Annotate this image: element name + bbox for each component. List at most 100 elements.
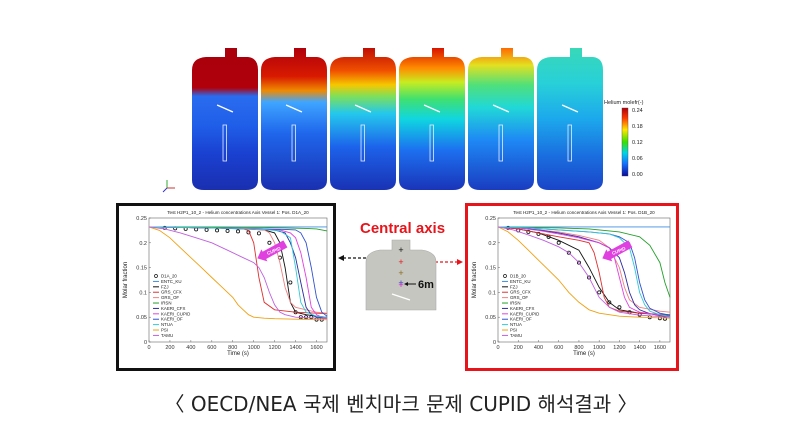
colorbar-gradient bbox=[621, 107, 629, 177]
vessel-contour-3 bbox=[330, 48, 396, 190]
chart-d1b-20-svg: Test H2P1_10_2 - Helium concentrations A… bbox=[472, 210, 671, 357]
legend-label: IRSN bbox=[161, 301, 172, 306]
legend-item: D1A_20 bbox=[154, 274, 177, 279]
legend-item: PSI bbox=[153, 328, 168, 333]
central-axis-diagram: + + + + + 6m bbox=[338, 239, 463, 311]
colorbar: Helium molefr(-) 0.24 0.18 0.12 0.06 0.00 bbox=[604, 100, 644, 178]
y-tick-label: 0.05 bbox=[485, 315, 496, 321]
legend-item: KAERI_CUPID bbox=[502, 311, 539, 316]
arrow-left-black bbox=[338, 255, 366, 261]
x-tick-label: 1400 bbox=[289, 345, 301, 351]
y-tick-label: 0.15 bbox=[136, 266, 147, 272]
cupid-annotation: CUPID bbox=[257, 240, 288, 262]
data-point bbox=[215, 228, 220, 233]
legend-label: GRS_CFX bbox=[510, 290, 531, 295]
legend-item: KAERI_OF bbox=[502, 317, 532, 322]
legend-item: KAERI_CFX bbox=[153, 306, 185, 311]
legend-item: KAERI_OF bbox=[153, 317, 183, 322]
cupid-annotation-label: CUPID bbox=[611, 246, 627, 256]
x-tick-label: 1000 bbox=[248, 345, 260, 351]
series-line-kaeri-cfx bbox=[497, 226, 671, 318]
x-axis-label: Time (s) bbox=[227, 351, 249, 357]
legend: D1A_20ENTC_KUFZJGRS_CFXGRS_OFIRSNKAERI_C… bbox=[153, 274, 190, 338]
legend-item: GRS_OF bbox=[502, 295, 528, 300]
legend-label: PSI bbox=[161, 328, 168, 333]
y-tick-label: 0.1 bbox=[139, 290, 147, 296]
legend-item: KAERI_CUPID bbox=[153, 311, 190, 316]
legend-label: D1B_20 bbox=[510, 274, 526, 279]
legend-label: NTUA bbox=[510, 322, 522, 327]
axis-triad-icon bbox=[162, 180, 175, 193]
x-tick-label: 400 bbox=[186, 345, 195, 351]
legend-label: TAMU bbox=[161, 333, 173, 338]
legend-label: FZJ bbox=[510, 284, 518, 289]
legend-label: TAMU bbox=[510, 333, 522, 338]
legend-label: D1A_20 bbox=[161, 274, 177, 279]
svg-text:+: + bbox=[398, 257, 403, 267]
vessel-contour-5 bbox=[468, 48, 534, 190]
data-point bbox=[617, 305, 622, 310]
x-tick-label: 600 bbox=[554, 345, 563, 351]
legend-item: FZJ bbox=[153, 284, 169, 289]
series-line-psi bbox=[497, 226, 671, 319]
colorbar-tick-label: 0.18 bbox=[632, 124, 643, 130]
legend-item: GRS_CFX bbox=[502, 290, 531, 295]
contour-plots: Helium molefr(-) 0.24 0.18 0.12 0.06 0.00 bbox=[162, 48, 644, 193]
legend-label: KAERI_OF bbox=[161, 317, 183, 322]
legend-item: NTUA bbox=[153, 322, 173, 327]
legend-item: IRSN bbox=[153, 301, 172, 306]
vessel-contour-4 bbox=[399, 48, 465, 190]
legend-item: TAMU bbox=[502, 333, 522, 338]
x-axis-label: Time (s) bbox=[573, 351, 595, 357]
legend-item: IRSN bbox=[502, 301, 521, 306]
x-tick-label: 1600 bbox=[654, 345, 666, 351]
y-tick-label: 0.2 bbox=[139, 241, 147, 247]
cupid-annotation-label: CUPID bbox=[266, 246, 282, 256]
y-axis-label: Molar fraction bbox=[123, 262, 129, 298]
y-tick-label: 0 bbox=[493, 340, 496, 346]
series-line-ntua bbox=[148, 226, 328, 318]
legend-label: NTUA bbox=[161, 322, 173, 327]
legend-item: KAERI_CFX bbox=[502, 306, 534, 311]
x-tick-label: 0 bbox=[496, 345, 499, 351]
distance-arrow bbox=[404, 282, 416, 286]
vessel-schematic bbox=[365, 239, 437, 311]
series-line-irsn bbox=[149, 226, 328, 232]
vessel-contour-2 bbox=[261, 48, 327, 190]
x-tick-label: 200 bbox=[165, 345, 174, 351]
legend-label: PSI bbox=[510, 328, 517, 333]
legend: D1B_20ENTC_KUFZJGRS_CFXGRS_OFIRSNKAERI_C… bbox=[502, 274, 539, 338]
vessel-contour-1 bbox=[192, 48, 258, 190]
legend-item: GRS_OF bbox=[153, 295, 179, 300]
y-tick-label: 0.2 bbox=[488, 241, 496, 247]
legend-label: ENTC_KU bbox=[161, 279, 182, 284]
legend-label: KAERI_CUPID bbox=[161, 311, 190, 316]
x-tick-label: 1000 bbox=[593, 345, 605, 351]
legend-item: TAMU bbox=[153, 333, 173, 338]
y-tick-label: 0.15 bbox=[485, 266, 496, 272]
legend-label: KAERI_CFX bbox=[161, 306, 185, 311]
chart-title: Test H2P1_10_2 - Helium concentrations A… bbox=[513, 210, 655, 215]
series-line-irsn bbox=[497, 226, 671, 298]
x-tick-label: 200 bbox=[514, 345, 523, 351]
series-line-grs-cfx bbox=[497, 226, 671, 316]
data-point bbox=[236, 229, 241, 234]
legend-label: KAERI_CUPID bbox=[510, 311, 539, 316]
legend-label: GRS_OF bbox=[510, 295, 528, 300]
vessel-contour-6 bbox=[537, 48, 603, 190]
central-axis-title: Central axis bbox=[360, 220, 446, 237]
legend-label: IRSN bbox=[510, 301, 521, 306]
y-tick-label: 0.25 bbox=[485, 216, 496, 222]
chart-d1b-20: Test H2P1_10_2 - Helium concentrations A… bbox=[465, 203, 679, 371]
data-point bbox=[556, 240, 561, 245]
series-line-psi bbox=[148, 226, 327, 321]
sensor-markers: + + + + + bbox=[398, 245, 403, 290]
x-tick-label: 400 bbox=[534, 345, 543, 351]
legend-label: KAERI_OF bbox=[510, 317, 532, 322]
legend-label: ENTC_KU bbox=[510, 279, 531, 284]
svg-text:+: + bbox=[398, 278, 403, 288]
y-tick-label: 0.1 bbox=[488, 290, 496, 296]
colorbar-tick-label: 0.06 bbox=[632, 156, 643, 162]
data-point bbox=[225, 228, 230, 233]
series-line-tamu bbox=[148, 226, 328, 320]
